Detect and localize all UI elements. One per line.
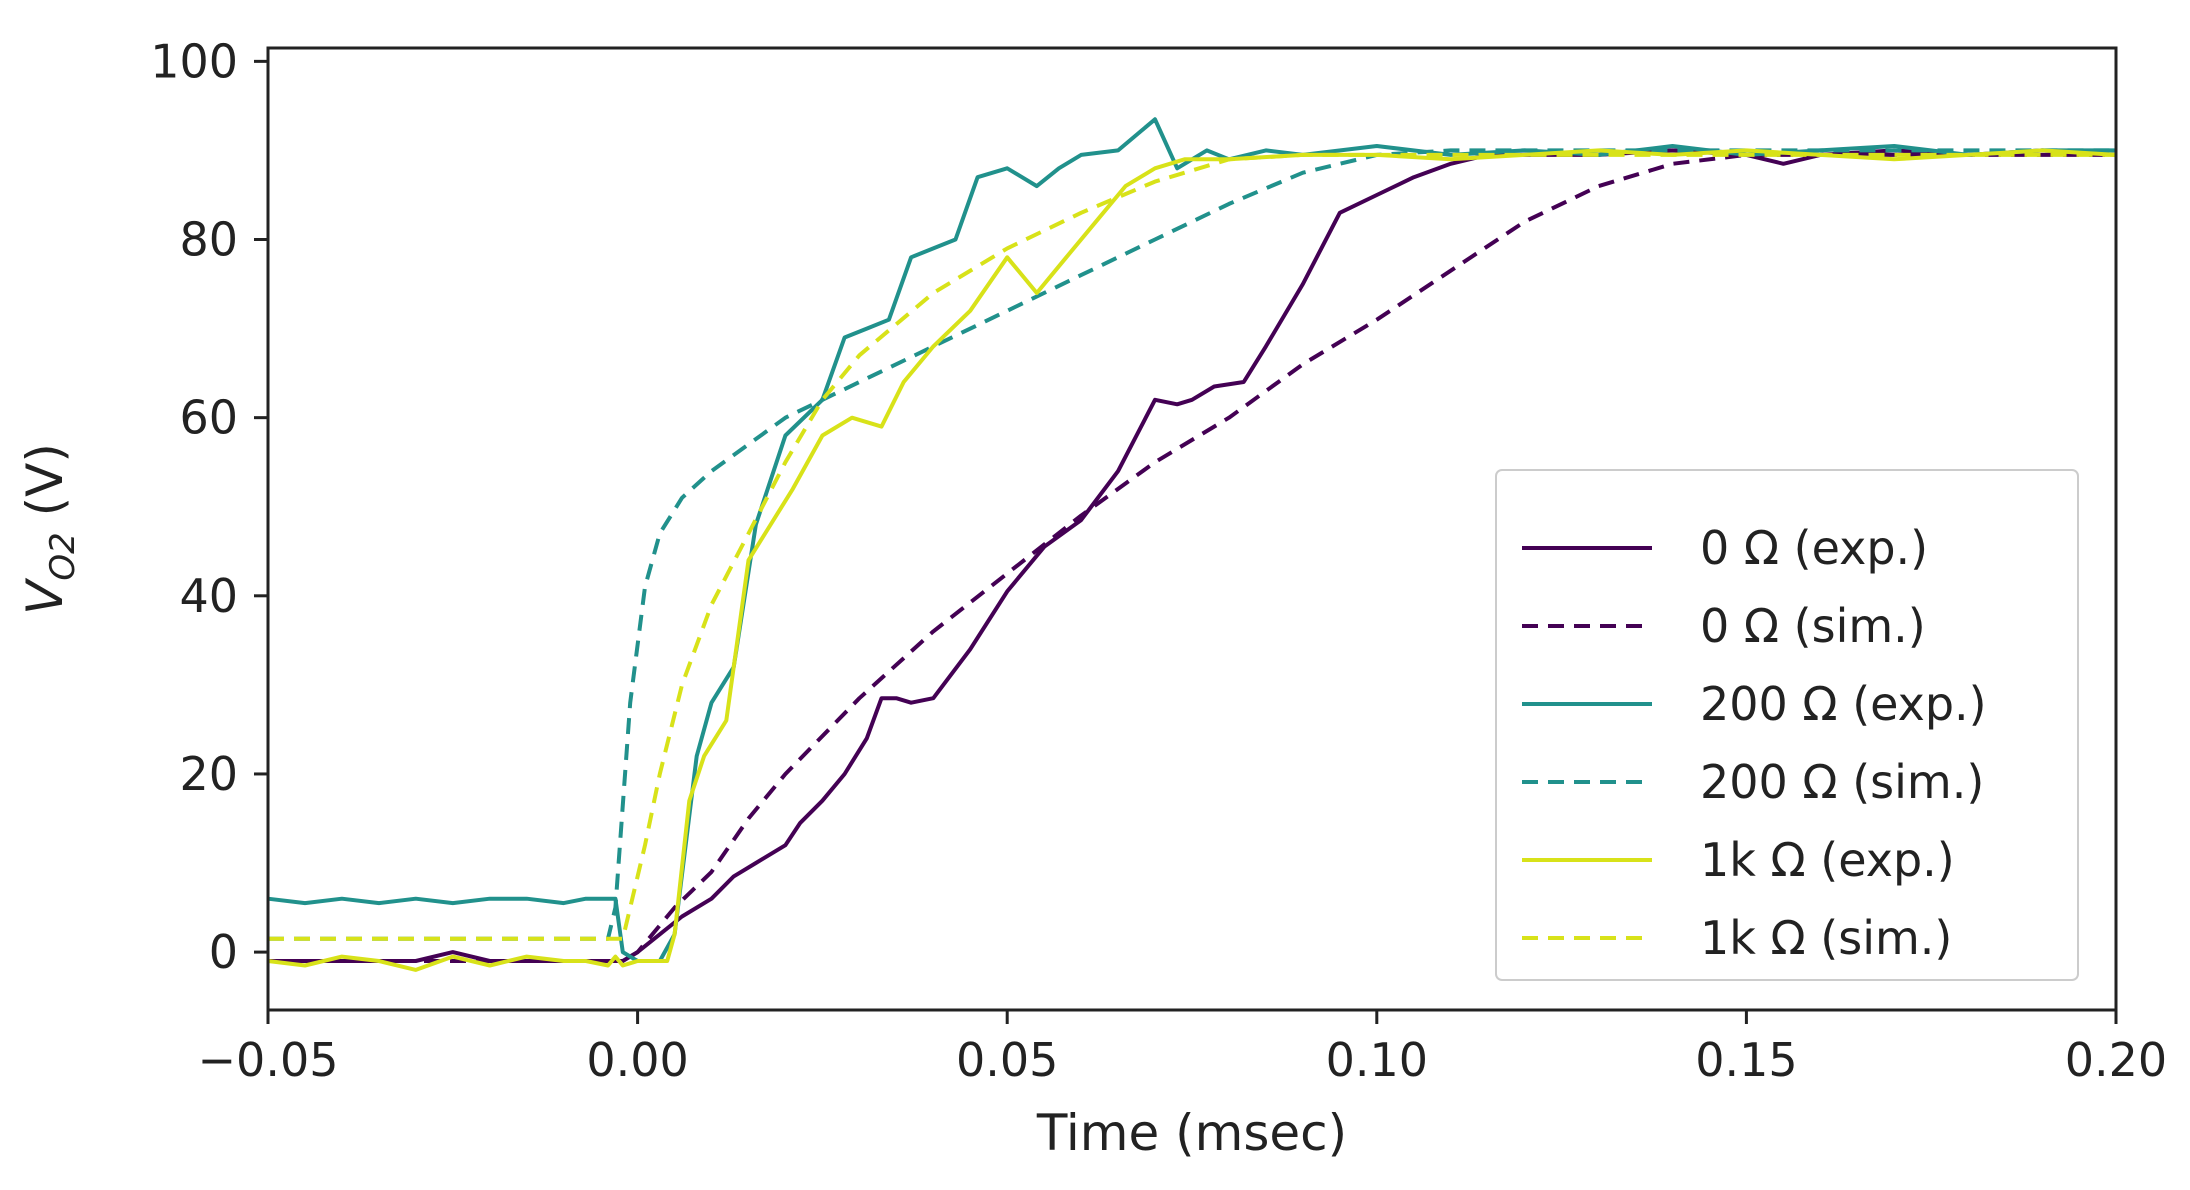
x-axis: −0.05 0.00 0.05 0.10 0.15 0.20 [198,1010,2167,1087]
y-axis-title-unit: (V) [16,443,74,532]
y-tick-label: 0 [209,925,238,979]
y-axis-title: VO2 (V) [16,443,83,615]
series-line-200-exp [267,117,2116,963]
legend: 0 Ω (exp.) 0 Ω (sim.) 200 Ω (exp.) 200 Ω (s… [1495,469,2079,981]
x-tick-label: 0.05 [956,1033,1058,1087]
y-tick-label: 20 [179,747,238,801]
x-tick-label: 0.15 [1695,1033,1797,1087]
legend-label-200-sim: 200 Ω (sim.) [1700,755,1984,809]
legend-label-0-sim: 0 Ω (sim.) [1700,599,1926,653]
plot-lines [267,117,2117,972]
x-tick-label: −0.05 [198,1033,339,1087]
x-tick-label: 0.00 [586,1033,688,1087]
legend-label-200-exp: 200 Ω (exp.) [1700,677,1987,731]
series-line-1k-sim [268,152,2116,941]
y-tick-label: 40 [179,569,238,623]
plot-frame [266,46,2118,1012]
legend-box [1495,469,2079,981]
y-axis: 0 20 40 60 80 100 [150,34,268,979]
x-axis-title: Time (msec) [1036,1104,1347,1162]
series-line-0-sim [268,152,2116,963]
y-tick-label: 80 [179,213,238,267]
legend-label-0-exp: 0 Ω (exp.) [1700,521,1928,575]
x-tick-label: 0.10 [1326,1033,1428,1087]
y-tick-label: 60 [179,391,238,445]
y-tick-label: 100 [150,34,238,88]
y-axis-title-subscript: O2 [43,532,83,580]
legend-label-1k-sim: 1k Ω (sim.) [1700,911,1952,965]
x-tick-label: 0.20 [2065,1033,2167,1087]
legend-label-1k-exp: 1k Ω (exp.) [1700,833,1955,887]
series-line-200-sim [268,148,2116,941]
y-axis-title-main: V [16,577,74,615]
series-line-1k-exp [267,148,2117,972]
